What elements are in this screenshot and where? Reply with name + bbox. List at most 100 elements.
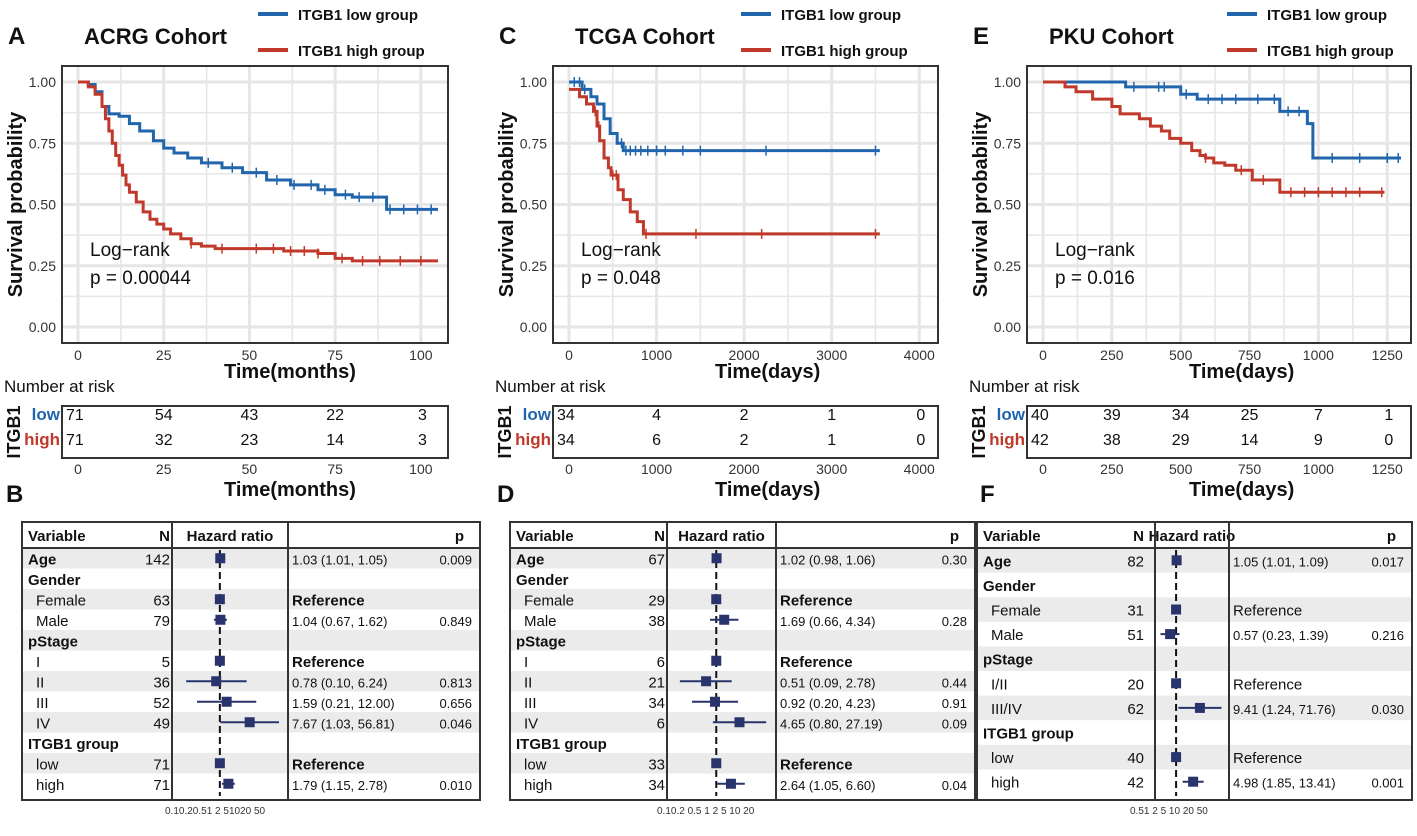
x-tick-label: 500 bbox=[1169, 347, 1193, 363]
hr-point bbox=[719, 614, 730, 625]
risk-count-high: 42 bbox=[1031, 432, 1049, 449]
row-p: 0.813 bbox=[439, 675, 472, 690]
legend-label-high: ITGB1 high group bbox=[781, 43, 908, 60]
risk-table-title: Number at risk bbox=[4, 377, 115, 396]
y-tick-label: 0.75 bbox=[29, 135, 56, 151]
risk-row-label-high: high bbox=[24, 430, 60, 449]
risk-x-tick-label: 2000 bbox=[729, 461, 760, 477]
row-p: 0.017 bbox=[1371, 554, 1404, 569]
risk-table-border bbox=[1026, 405, 1412, 459]
panel-letter: F bbox=[980, 481, 995, 508]
header-hazard-ratio: Hazard ratio bbox=[678, 528, 765, 545]
forest-x-tick-labels: 0.51 2 5 10 20 50 bbox=[1130, 806, 1208, 817]
hr-point bbox=[1171, 678, 1182, 689]
risk-count-high: 14 bbox=[326, 432, 344, 449]
hr-point bbox=[215, 614, 226, 625]
panel-title: TCGA Cohort bbox=[575, 24, 715, 49]
row-hr-text: Reference bbox=[1233, 750, 1302, 767]
row-label: Female bbox=[36, 592, 86, 609]
header-p: p bbox=[950, 528, 959, 545]
y-tick-label: 0.75 bbox=[520, 135, 547, 151]
km-panel-E: E PKU Cohort ITGB1 low group ITGB1 high gro… bbox=[969, 7, 1412, 501]
y-tick-label: 0.00 bbox=[994, 319, 1021, 335]
row-label: Male bbox=[36, 613, 69, 630]
risk-x-tick-label: 0 bbox=[1039, 461, 1047, 477]
row-label: high bbox=[524, 777, 552, 794]
row-hr-text: 9.41 (1.24, 71.76) bbox=[1233, 702, 1336, 717]
row-label: Gender bbox=[516, 572, 569, 589]
hr-point bbox=[215, 553, 226, 564]
row-hr-text: 1.02 (0.98, 1.06) bbox=[780, 552, 875, 567]
survival-curve-high bbox=[78, 80, 438, 263]
risk-count-low: 2 bbox=[740, 407, 749, 424]
legend-label-low: ITGB1 low group bbox=[781, 7, 901, 24]
risk-table-title: Number at risk bbox=[495, 377, 606, 396]
risk-count-low: 0 bbox=[916, 407, 925, 424]
km-panel-A: A ACRG Cohort ITGB1 low group ITGB1 high gr… bbox=[4, 7, 449, 501]
row-label: III/IV bbox=[991, 701, 1022, 718]
row-label: low bbox=[524, 756, 547, 773]
panel-letter: D bbox=[497, 481, 514, 508]
row-hr-text: Reference bbox=[780, 654, 853, 671]
risk-group-label: ITGB1 bbox=[495, 405, 515, 458]
risk-x-axis-label: Time(days) bbox=[715, 479, 820, 501]
row-label: low bbox=[36, 756, 59, 773]
forest-panel-B: B Variable N Hazard ratio p Age 142 1.03 (1.01,… bbox=[6, 481, 481, 817]
row-n: 49 bbox=[153, 715, 170, 732]
row-p: 0.010 bbox=[439, 778, 472, 793]
panel-title: ACRG Cohort bbox=[84, 24, 228, 49]
row-band bbox=[511, 548, 974, 569]
hr-point bbox=[734, 717, 745, 728]
row-hr-text: 0.51 (0.09, 2.78) bbox=[780, 675, 875, 690]
row-band bbox=[23, 630, 479, 651]
y-tick-label: 0.25 bbox=[520, 258, 547, 274]
row-label: high bbox=[36, 777, 64, 794]
risk-count-high: 9 bbox=[1314, 432, 1323, 449]
plot-border bbox=[1026, 65, 1412, 344]
logrank-label: Log−rank bbox=[1055, 240, 1135, 261]
header-p: p bbox=[455, 528, 464, 545]
row-p: 0.28 bbox=[942, 614, 967, 629]
row-hr-text: 4.98 (1.85, 13.41) bbox=[1233, 776, 1336, 791]
hr-point bbox=[710, 696, 721, 707]
plot-border bbox=[61, 65, 449, 344]
row-band bbox=[23, 589, 479, 610]
plot-border bbox=[552, 65, 939, 344]
risk-table-border bbox=[552, 405, 939, 459]
row-p: 0.849 bbox=[439, 614, 472, 629]
risk-row-label-low: low bbox=[523, 405, 552, 424]
logrank-label: Log−rank bbox=[90, 240, 170, 261]
row-band bbox=[23, 548, 479, 569]
x-tick-label: 1250 bbox=[1372, 347, 1403, 363]
x-tick-label: 75 bbox=[327, 347, 343, 363]
row-label: Age bbox=[28, 551, 56, 568]
risk-x-tick-label: 3000 bbox=[816, 461, 847, 477]
row-p: 0.656 bbox=[439, 696, 472, 711]
row-band bbox=[23, 671, 479, 692]
hr-point bbox=[214, 758, 225, 769]
row-hr-text: Reference bbox=[780, 592, 853, 609]
forest-x-tick-labels: 0.10.2 0.5 1 2 5 10 20 bbox=[657, 806, 755, 817]
hr-point bbox=[221, 696, 232, 707]
hr-point bbox=[711, 594, 722, 605]
km-panel-C: C TCGA Cohort ITGB1 low group ITGB1 high gr… bbox=[495, 7, 939, 501]
row-band bbox=[511, 589, 974, 610]
survival-curve-low bbox=[569, 80, 880, 153]
row-p: 0.046 bbox=[439, 716, 472, 731]
row-p: 0.91 bbox=[942, 696, 967, 711]
hr-point bbox=[711, 553, 722, 564]
x-axis-label: Time(months) bbox=[224, 361, 356, 383]
row-n: 36 bbox=[153, 674, 170, 691]
panel-letter: C bbox=[499, 23, 516, 50]
row-hr-text: Reference bbox=[1233, 603, 1302, 620]
row-n: 142 bbox=[145, 551, 170, 568]
y-tick-label: 0.00 bbox=[520, 319, 547, 335]
row-n: 21 bbox=[648, 674, 665, 691]
row-hr-text: 0.57 (0.23, 1.39) bbox=[1233, 628, 1328, 643]
risk-x-axis-label: Time(months) bbox=[224, 479, 356, 501]
row-p: 0.44 bbox=[942, 675, 967, 690]
risk-count-low: 71 bbox=[66, 407, 84, 424]
x-tick-label: 0 bbox=[74, 347, 82, 363]
risk-count-high: 71 bbox=[66, 432, 84, 449]
survival-curve-low bbox=[78, 80, 438, 211]
